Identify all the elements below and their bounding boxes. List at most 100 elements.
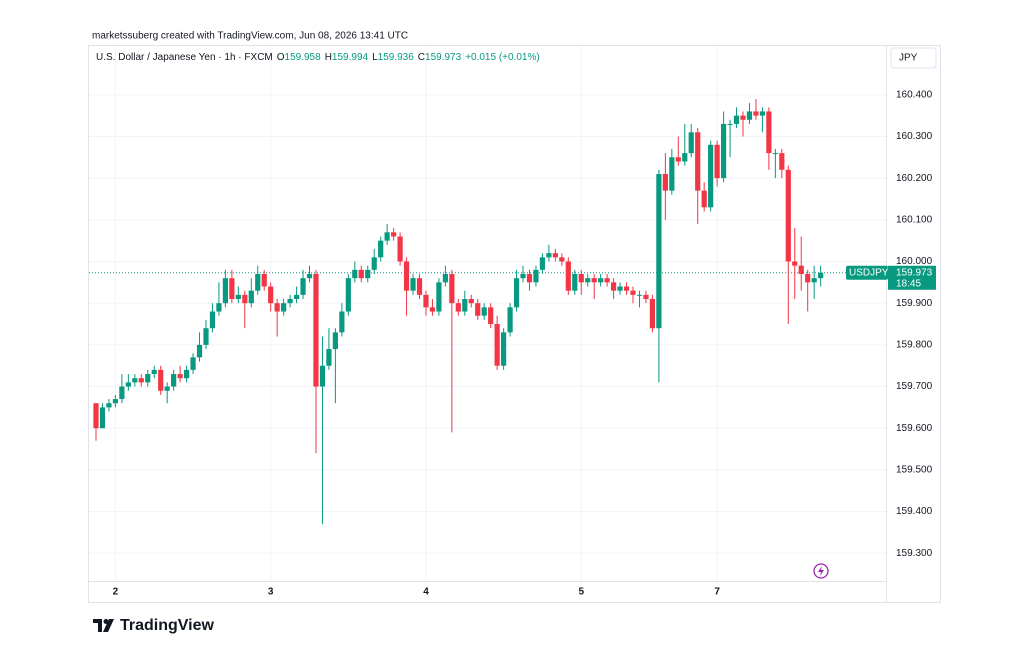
candle-body [196, 344, 203, 358]
price-box [888, 265, 936, 290]
candle-body [507, 307, 513, 333]
credit: marketssuberg created with TradingView.c… [92, 31, 408, 42]
candle-body [358, 269, 364, 279]
candle-body [313, 274, 319, 387]
candle-body [132, 378, 138, 383]
candle-body [662, 173, 668, 191]
candle-body [494, 324, 500, 366]
candle-body [772, 153, 778, 155]
candle-body [682, 153, 688, 162]
candle-body [190, 357, 196, 370]
candle-body [617, 286, 623, 291]
candle-body [151, 369, 157, 375]
y-tick-label: 159.800 [896, 340, 933, 351]
change: +0.015 (+0.01%) [465, 52, 540, 63]
candle-body [416, 278, 423, 295]
ohlc-key: L [372, 52, 378, 63]
currency: JPY [899, 53, 918, 64]
candle-body [145, 374, 151, 383]
candle-body [158, 369, 164, 391]
candle-body [319, 365, 326, 387]
candle-body [397, 236, 403, 262]
y-tick-label: 160.400 [896, 89, 933, 100]
candle-body [636, 294, 643, 296]
candle-body [798, 265, 804, 275]
candle-body [106, 403, 112, 408]
ohlc-value: 159.958 [285, 52, 322, 63]
candles [93, 98, 824, 525]
candle-body [449, 274, 455, 304]
candle-body [552, 253, 558, 258]
candle-body [792, 261, 798, 266]
ohlc-value: 159.936 [378, 52, 415, 63]
candle-body [216, 303, 222, 312]
candle-body [177, 374, 183, 379]
logo-mark [93, 619, 102, 632]
ohlc-key: C [418, 52, 425, 63]
candle-body [746, 111, 753, 120]
candle-body [656, 173, 662, 329]
candle-body [391, 232, 397, 237]
candle-body [403, 261, 410, 291]
candle-body [501, 332, 507, 366]
candle-body [708, 144, 714, 208]
candle-body [533, 269, 539, 283]
candle-body [222, 278, 228, 304]
candle-body [209, 311, 216, 329]
candle-body [805, 274, 811, 283]
candle-body [611, 282, 617, 291]
candle-body [623, 286, 630, 291]
candle-body [688, 132, 694, 154]
candle-body [365, 269, 371, 279]
candle-body [235, 294, 241, 300]
candle-body [559, 257, 565, 262]
candle-body [442, 274, 448, 283]
candle-body [371, 257, 377, 270]
y-tick-label: 159.600 [896, 423, 933, 434]
candle-body [714, 144, 720, 179]
candle-body [604, 278, 610, 283]
logo [93, 619, 114, 632]
candle-body [261, 274, 267, 287]
candle-body [203, 328, 209, 345]
candle-body [733, 115, 740, 124]
candle-body [753, 111, 759, 116]
candle-body [591, 278, 597, 283]
candle-body [740, 115, 746, 120]
candle-body [462, 299, 468, 312]
ohlc-value: 159.973 [425, 52, 462, 63]
candle-body [520, 274, 526, 279]
candle-body [119, 386, 125, 400]
candle-body [125, 382, 131, 387]
candle-body [112, 399, 119, 404]
candle-body [93, 403, 99, 429]
candle-body [546, 253, 552, 258]
currency-box[interactable] [890, 47, 937, 69]
candle-body [164, 386, 170, 391]
candle-body [811, 278, 817, 283]
candle-body [293, 294, 300, 300]
candle-body [526, 274, 533, 283]
x-tick-label: 2 [113, 587, 119, 598]
candle-body [410, 278, 416, 291]
candle-body [229, 278, 235, 300]
x-tick-label: 7 [714, 587, 720, 598]
candle-body [281, 303, 287, 312]
ohlc-value: 159.994 [332, 52, 369, 63]
candle-body [585, 278, 591, 283]
candle-body [242, 294, 248, 304]
candle-body [345, 278, 351, 312]
alert-bolt [818, 566, 824, 576]
candle-body [818, 272, 824, 279]
logo-mark [103, 619, 114, 632]
candle-body [488, 307, 494, 325]
candle-body [481, 307, 487, 316]
candle-body [255, 274, 261, 291]
candle-body [759, 111, 766, 116]
candle-body [332, 332, 338, 350]
x-tick-label: 5 [578, 587, 584, 598]
candle-body [378, 240, 384, 258]
x-tick-label: 4 [423, 587, 429, 598]
